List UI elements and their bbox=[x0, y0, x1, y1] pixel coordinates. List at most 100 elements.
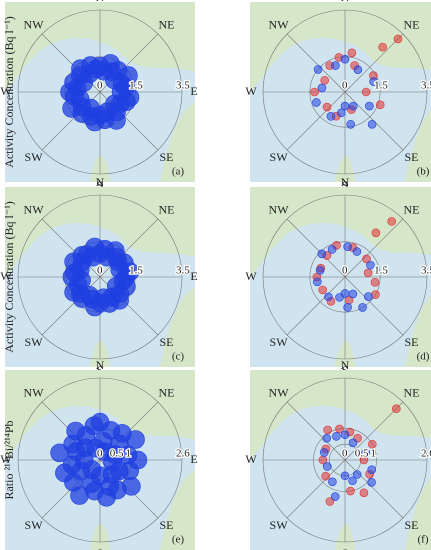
direction-label: N bbox=[341, 0, 350, 4]
point bbox=[361, 448, 371, 457]
grid-ring bbox=[17, 9, 183, 175]
point bbox=[369, 77, 378, 86]
direction-label: W bbox=[0, 269, 12, 283]
point bbox=[361, 87, 371, 97]
direction-label: SW bbox=[270, 518, 289, 532]
r-tick-label: 0 bbox=[97, 265, 103, 277]
grid-ring bbox=[262, 9, 428, 175]
point bbox=[84, 416, 104, 436]
point bbox=[310, 87, 319, 97]
direction-label: SW bbox=[270, 335, 289, 349]
point bbox=[343, 242, 352, 251]
r-tick-label: 1.5 bbox=[374, 80, 388, 92]
point bbox=[86, 59, 106, 79]
point bbox=[352, 470, 362, 479]
direction-label: W bbox=[245, 452, 257, 466]
point bbox=[359, 488, 369, 498]
r-tick-label: 1.5 bbox=[129, 265, 143, 277]
point bbox=[393, 34, 403, 44]
direction-label: NE bbox=[158, 202, 174, 216]
point bbox=[353, 65, 363, 74]
panel-label: (d) bbox=[417, 351, 430, 363]
direction-label: NE bbox=[158, 17, 174, 31]
r-tick-label: 0 bbox=[342, 265, 348, 277]
point bbox=[340, 101, 350, 111]
direction-label: SW bbox=[270, 150, 289, 164]
direction-label: N bbox=[96, 175, 105, 189]
y-axis-label: Activity Concentration (Bq l⁻¹) bbox=[2, 201, 16, 353]
direction-label: NE bbox=[158, 385, 174, 399]
point bbox=[340, 54, 350, 64]
direction-label: NE bbox=[403, 385, 419, 399]
point bbox=[343, 303, 352, 312]
direction-label: SE bbox=[404, 335, 418, 349]
spoke bbox=[286, 276, 346, 336]
point bbox=[348, 289, 358, 299]
point bbox=[322, 462, 332, 471]
direction-label: N bbox=[341, 358, 350, 372]
point bbox=[370, 277, 380, 287]
point bbox=[346, 120, 355, 129]
point bbox=[365, 101, 374, 111]
point bbox=[375, 100, 385, 110]
direction-label: W bbox=[0, 452, 12, 466]
point bbox=[86, 438, 105, 458]
direction-label: NW bbox=[24, 385, 45, 399]
point bbox=[371, 228, 381, 238]
point bbox=[337, 108, 346, 118]
point bbox=[326, 112, 336, 121]
point bbox=[313, 277, 322, 287]
direction-label: W bbox=[245, 84, 257, 98]
direction-label: NW bbox=[269, 385, 290, 399]
direction-label: SW bbox=[25, 518, 44, 532]
point bbox=[323, 425, 332, 435]
point bbox=[324, 292, 333, 302]
map-land bbox=[160, 102, 195, 182]
point bbox=[85, 237, 105, 257]
grid-ring bbox=[262, 377, 428, 543]
point bbox=[312, 98, 321, 107]
point bbox=[313, 65, 323, 74]
y-axis-label: Activity Concentration (Bq l⁻¹) bbox=[2, 16, 16, 168]
direction-label: NW bbox=[269, 202, 290, 216]
r-tick-label: 2.6 bbox=[421, 448, 431, 460]
point bbox=[319, 448, 329, 457]
point bbox=[340, 471, 350, 481]
point bbox=[348, 101, 358, 111]
point bbox=[348, 438, 358, 448]
direction-label: SE bbox=[159, 150, 173, 164]
spoke bbox=[286, 459, 346, 519]
r-tick-label: 0.5 bbox=[110, 448, 124, 460]
r-tick-label: 1.5 bbox=[374, 265, 388, 277]
point bbox=[335, 424, 344, 434]
point bbox=[363, 268, 373, 278]
panel-label: (b) bbox=[417, 166, 430, 178]
grid-ring bbox=[309, 241, 381, 313]
direction-label: NW bbox=[24, 17, 45, 31]
point bbox=[328, 477, 337, 487]
point bbox=[331, 61, 340, 70]
r-tick-label: 3.5 bbox=[421, 80, 431, 92]
point bbox=[362, 254, 371, 264]
r-tick-label: 0 bbox=[97, 80, 103, 92]
grid-ring bbox=[17, 194, 183, 360]
direction-label: SE bbox=[159, 335, 173, 349]
r-tick-label: 0.5 bbox=[355, 448, 369, 460]
direction-label: SE bbox=[159, 518, 173, 532]
point bbox=[327, 245, 337, 254]
point bbox=[367, 465, 376, 475]
map-land bbox=[160, 470, 195, 550]
direction-label: E bbox=[190, 452, 197, 466]
map-land bbox=[250, 187, 431, 277]
direction-label: SE bbox=[404, 518, 418, 532]
point bbox=[378, 42, 387, 52]
direction-label: S bbox=[97, 363, 104, 377]
panel-label: (f) bbox=[418, 534, 429, 546]
point bbox=[317, 249, 327, 259]
grid-ring bbox=[17, 377, 183, 543]
point bbox=[335, 293, 344, 302]
point bbox=[321, 471, 330, 481]
direction-label: SE bbox=[404, 150, 418, 164]
